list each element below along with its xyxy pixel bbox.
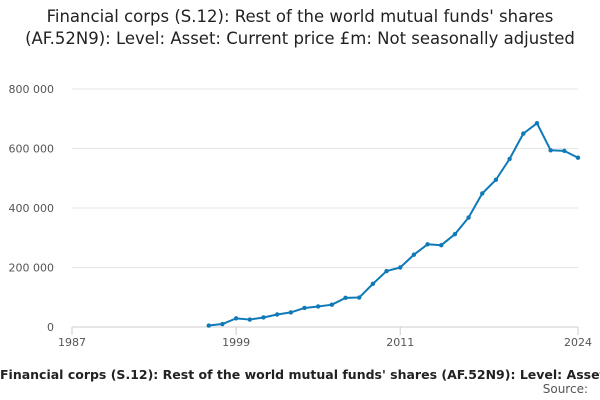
x-tick-label: 1999 (222, 336, 250, 349)
data-point (562, 148, 567, 154)
data-point (384, 268, 389, 274)
legend: Financial corps (S.12): Rest of the worl… (0, 364, 600, 382)
x-axis-tick-labels: 1987 1999 2011 2024 (58, 336, 592, 349)
data-point (534, 121, 540, 126)
y-tick-label: 0 (47, 321, 54, 334)
x-tick-label: 2011 (386, 336, 414, 349)
data-point (315, 304, 321, 309)
data-point (425, 242, 430, 247)
series-line (208, 122, 579, 327)
data-point (411, 252, 417, 257)
y-tick-label: 400 000 (9, 202, 55, 215)
data-point (439, 242, 444, 248)
data-point (466, 215, 471, 220)
data-point (206, 323, 211, 328)
y-tick-label: 600 000 (9, 143, 55, 156)
data-point (507, 156, 512, 162)
gridlines (72, 88, 578, 268)
data-point (398, 265, 403, 270)
series-group (206, 121, 581, 328)
data-point (356, 295, 362, 300)
source-label: Source: (542, 382, 588, 396)
legend-series-label: Financial corps (S.12): Rest of the worl… (0, 367, 600, 382)
data-point (233, 316, 239, 321)
data-point (493, 177, 499, 182)
data-point (329, 302, 335, 307)
x-tick-label: 1987 (58, 336, 86, 349)
x-tick-label: 2024 (564, 336, 592, 349)
data-point (288, 310, 294, 315)
data-point (370, 281, 376, 287)
data-point (274, 312, 280, 317)
data-point (302, 305, 307, 311)
data-point (261, 315, 266, 320)
data-point (220, 321, 225, 327)
data-point (521, 131, 526, 136)
y-axis-tick-labels: 0 200 000 400 000 600 000 800 000 (9, 83, 55, 334)
data-point (247, 317, 252, 322)
chart-title: Financial corps (S.12): Rest of the worl… (25, 7, 575, 48)
y-tick-label: 200 000 (9, 262, 55, 275)
data-point (548, 148, 553, 153)
x-axis (71, 326, 579, 335)
data-point (343, 295, 348, 301)
y-tick-label: 800 000 (9, 83, 55, 96)
data-point (452, 231, 458, 237)
data-point (575, 155, 581, 160)
data-point (480, 191, 485, 196)
